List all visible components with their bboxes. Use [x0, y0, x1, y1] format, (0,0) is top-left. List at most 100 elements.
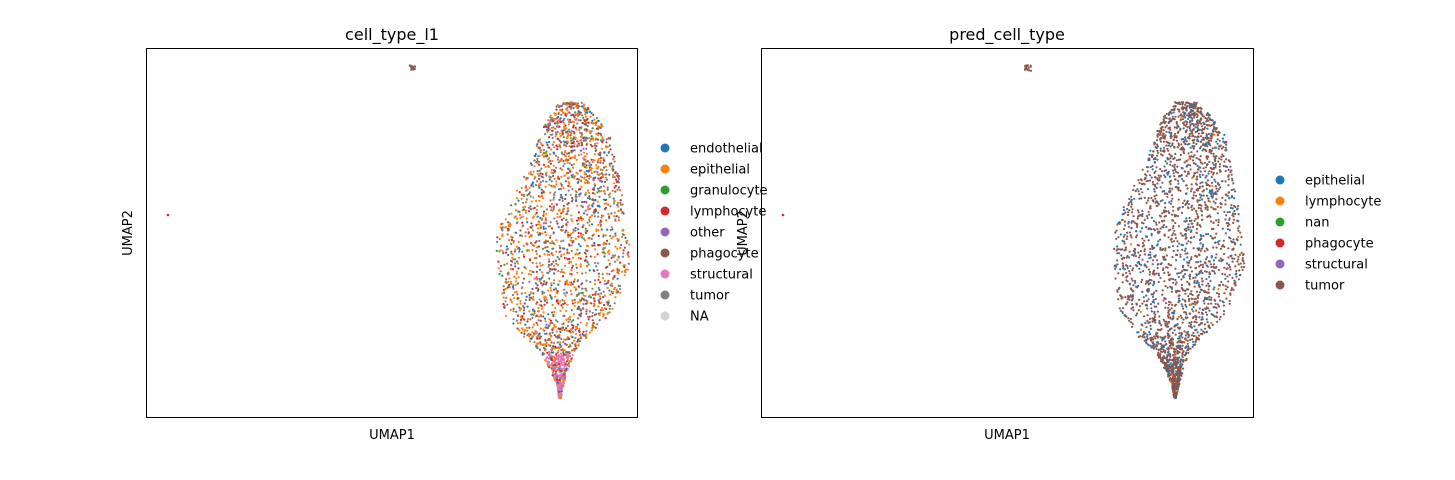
scatter-point — [559, 330, 562, 333]
scatter-point — [1155, 166, 1158, 169]
scatter-point — [541, 274, 545, 277]
scatter-point — [601, 306, 604, 309]
scatter-point — [1156, 354, 1159, 357]
scatter-point — [561, 197, 564, 200]
scatter-point — [1138, 267, 1141, 270]
scatter-point — [528, 172, 531, 175]
scatter-point — [578, 340, 581, 343]
scatter-point — [512, 318, 515, 321]
scatter-point — [616, 277, 619, 280]
scatter-point — [562, 224, 565, 228]
scatter-point — [562, 315, 565, 318]
scatter-point — [505, 262, 509, 265]
scatter-point — [590, 158, 593, 161]
scatter-point — [576, 323, 580, 326]
scatter-point — [1170, 287, 1174, 290]
scatter-point — [1231, 257, 1234, 260]
scatter-point — [1126, 254, 1129, 258]
scatter-point — [1192, 343, 1195, 346]
scatter-point — [560, 129, 563, 132]
scatter-point — [1164, 169, 1168, 172]
scatter-point — [530, 184, 533, 187]
scatter-point — [559, 300, 562, 303]
scatter-point — [540, 271, 544, 274]
scatter-point — [565, 218, 568, 221]
scatter-point — [1150, 232, 1153, 235]
scatter-point — [1139, 187, 1143, 191]
scatter-point — [1209, 263, 1212, 266]
scatter-point — [533, 177, 536, 180]
scatter-point — [1137, 331, 1140, 334]
scatter-point — [1178, 378, 1181, 382]
scatter-point — [576, 340, 579, 343]
scatter-point — [510, 238, 513, 241]
scatter-point — [544, 359, 547, 362]
scatter-point — [575, 325, 578, 328]
scatter-point — [1128, 270, 1131, 273]
scatter-point — [555, 330, 558, 333]
scatter-point — [544, 339, 547, 342]
scatter-point — [550, 227, 554, 230]
scatter-point — [1236, 227, 1239, 230]
scatter-point — [579, 315, 582, 318]
scatter-point — [1182, 367, 1185, 370]
scatter-point — [1196, 222, 1199, 225]
scatter-point — [537, 319, 540, 322]
scatter-point — [1145, 326, 1148, 329]
scatter-point — [1213, 315, 1216, 318]
scatter-point — [552, 345, 555, 348]
scatter-point — [1161, 121, 1164, 124]
scatter-point — [1211, 161, 1214, 164]
scatter-point — [540, 226, 543, 229]
scatter-point — [600, 301, 603, 304]
scatter-point — [1182, 137, 1185, 141]
scatter-point — [566, 103, 569, 106]
scatter-point — [1225, 148, 1228, 152]
scatter-point — [535, 199, 538, 202]
scatter-point — [591, 315, 594, 318]
scatter-point — [541, 263, 544, 267]
scatter-point — [1187, 264, 1190, 267]
scatter-point — [535, 270, 539, 273]
scatter-point — [590, 112, 593, 115]
scatter-point — [512, 322, 515, 325]
scatter-point — [1123, 224, 1126, 227]
scatter-point — [1224, 284, 1227, 287]
scatter-point — [557, 112, 560, 115]
scatter-point — [568, 359, 571, 363]
scatter-point — [1225, 158, 1228, 161]
scatter-point — [1198, 128, 1201, 131]
scatter-point — [518, 250, 521, 253]
scatter-point — [1203, 323, 1207, 326]
scatter-point — [409, 64, 412, 67]
scatter-point — [549, 322, 552, 325]
scatter-point — [1154, 321, 1157, 324]
scatter-point — [610, 226, 613, 229]
scatter-point — [530, 163, 533, 167]
scatter-point — [594, 198, 597, 202]
scatter-point — [1167, 144, 1170, 147]
scatter-point — [585, 289, 588, 292]
scatter-point — [1158, 133, 1161, 136]
scatter-point — [517, 240, 520, 244]
scatter-point — [612, 173, 615, 177]
scatter-point — [1194, 217, 1197, 220]
scatter-point — [507, 213, 511, 216]
scatter-point — [552, 242, 555, 245]
scatter-point — [545, 180, 548, 183]
scatter-point — [567, 128, 571, 131]
scatter-point — [523, 318, 526, 321]
scatter-point — [1199, 117, 1202, 120]
scatter-point — [1198, 203, 1202, 206]
scatter-point — [561, 199, 564, 202]
scatter-point — [1191, 139, 1194, 142]
scatter-point — [571, 264, 574, 267]
scatter-point — [608, 263, 611, 266]
scatter-point — [544, 222, 548, 225]
scatter-point — [1161, 268, 1165, 272]
scatter-point — [525, 178, 528, 181]
scatter-point — [597, 153, 600, 156]
scatter-point — [529, 318, 532, 321]
scatter-point — [1180, 341, 1183, 344]
scatter-point — [1168, 211, 1171, 215]
